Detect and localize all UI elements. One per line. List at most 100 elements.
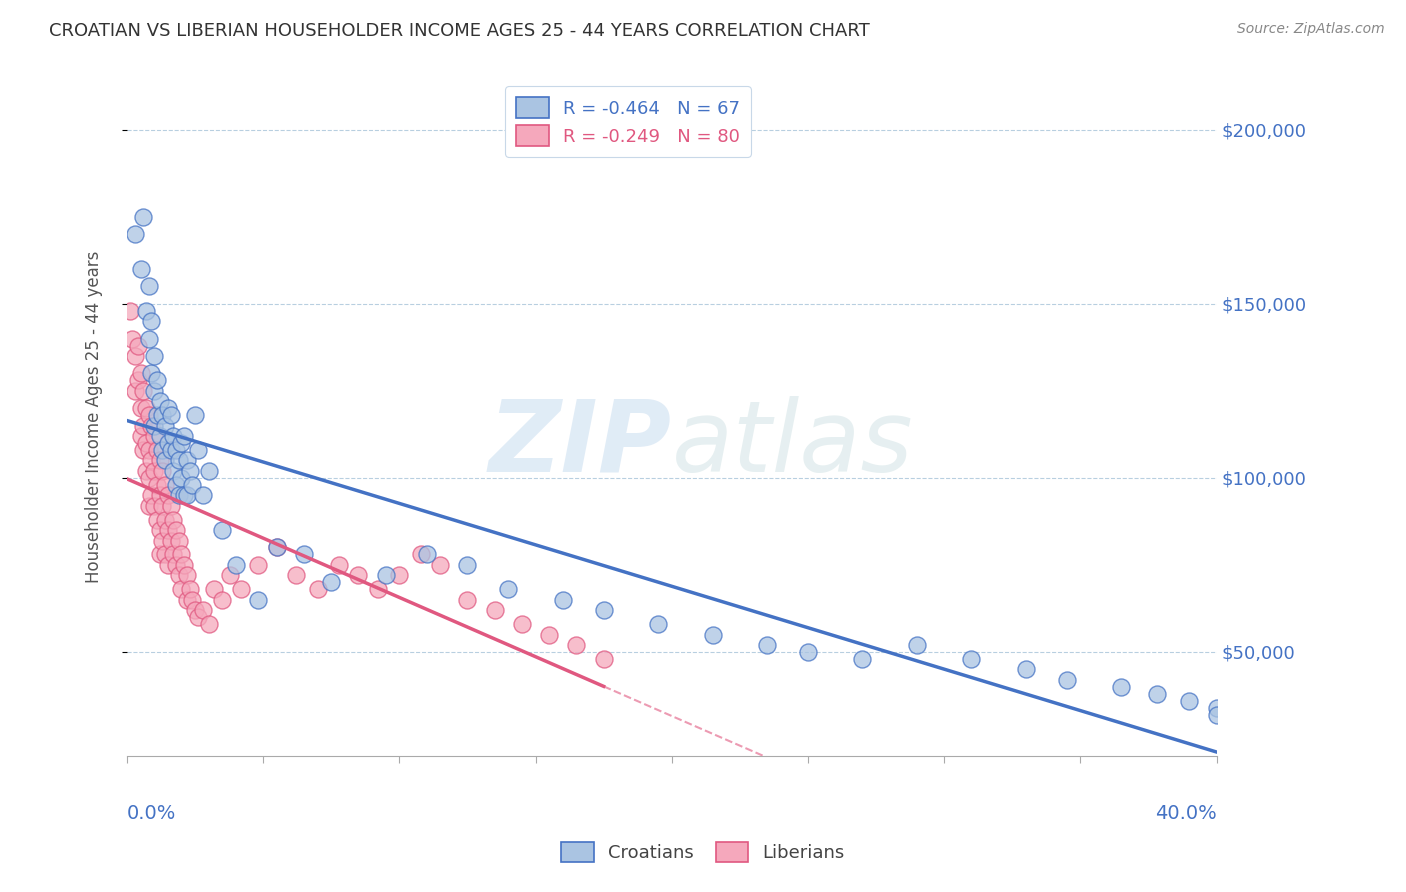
Text: 40.0%: 40.0% <box>1154 804 1216 823</box>
Point <box>219 568 242 582</box>
Point <box>135 436 157 450</box>
Point <box>1178 694 1201 708</box>
Point <box>165 558 187 572</box>
Point <box>159 533 181 548</box>
Point <box>176 592 198 607</box>
Point <box>225 558 247 572</box>
Point <box>138 332 160 346</box>
Point <box>150 442 173 457</box>
Point <box>156 401 179 416</box>
Point <box>193 488 215 502</box>
Point <box>1056 673 1078 687</box>
Point <box>181 478 204 492</box>
Point <box>159 442 181 457</box>
Point <box>173 488 195 502</box>
Point <box>159 499 181 513</box>
Point <box>149 548 172 562</box>
Point <box>551 592 574 607</box>
Text: atlas: atlas <box>672 395 914 492</box>
Point <box>132 442 155 457</box>
Point <box>1146 687 1168 701</box>
Point <box>292 548 315 562</box>
Point <box>411 548 433 562</box>
Point <box>179 582 201 597</box>
Point <box>510 617 533 632</box>
Point <box>176 453 198 467</box>
Point <box>132 384 155 398</box>
Point <box>141 418 163 433</box>
Legend: Croatians, Liberians: Croatians, Liberians <box>554 834 852 870</box>
Point <box>143 418 166 433</box>
Point <box>266 541 288 555</box>
Text: 0.0%: 0.0% <box>127 804 176 823</box>
Point <box>647 617 669 632</box>
Point <box>156 523 179 537</box>
Point <box>162 464 184 478</box>
Point <box>307 582 329 597</box>
Point <box>135 401 157 416</box>
Point <box>187 442 209 457</box>
Point <box>127 373 149 387</box>
Point <box>181 592 204 607</box>
Point <box>129 429 152 443</box>
Point <box>129 367 152 381</box>
Point <box>149 394 172 409</box>
Point <box>150 408 173 422</box>
Point <box>135 464 157 478</box>
Point <box>153 513 176 527</box>
Point <box>129 262 152 277</box>
Point <box>456 558 478 572</box>
Point <box>138 499 160 513</box>
Point <box>170 436 193 450</box>
Point <box>143 384 166 398</box>
Point <box>173 558 195 572</box>
Point <box>138 471 160 485</box>
Point <box>176 568 198 582</box>
Point <box>146 513 169 527</box>
Point <box>266 541 288 555</box>
Point <box>165 523 187 537</box>
Point <box>143 349 166 363</box>
Point <box>143 464 166 478</box>
Point <box>156 488 179 502</box>
Point <box>124 227 146 241</box>
Point <box>170 471 193 485</box>
Point <box>960 652 983 666</box>
Point <box>1015 662 1038 676</box>
Point <box>149 429 172 443</box>
Point <box>149 488 172 502</box>
Legend: R = -0.464   N = 67, R = -0.249   N = 80: R = -0.464 N = 67, R = -0.249 N = 80 <box>505 87 751 157</box>
Point <box>121 332 143 346</box>
Point <box>143 429 166 443</box>
Point <box>118 303 141 318</box>
Text: ZIP: ZIP <box>489 395 672 492</box>
Point <box>159 408 181 422</box>
Point <box>153 548 176 562</box>
Point <box>153 418 176 433</box>
Point <box>184 603 207 617</box>
Point <box>246 558 269 572</box>
Point <box>851 652 873 666</box>
Text: CROATIAN VS LIBERIAN HOUSEHOLDER INCOME AGES 25 - 44 YEARS CORRELATION CHART: CROATIAN VS LIBERIAN HOUSEHOLDER INCOME … <box>49 22 870 40</box>
Point <box>162 429 184 443</box>
Point <box>484 603 506 617</box>
Point <box>184 408 207 422</box>
Point <box>127 338 149 352</box>
Point <box>150 464 173 478</box>
Y-axis label: Householder Income Ages 25 - 44 years: Householder Income Ages 25 - 44 years <box>86 251 103 583</box>
Point <box>141 488 163 502</box>
Point <box>179 464 201 478</box>
Point <box>124 384 146 398</box>
Point <box>141 367 163 381</box>
Point <box>202 582 225 597</box>
Point <box>756 638 779 652</box>
Point <box>167 488 190 502</box>
Point <box>193 603 215 617</box>
Point <box>143 499 166 513</box>
Point <box>197 617 219 632</box>
Point <box>415 548 437 562</box>
Point <box>374 568 396 582</box>
Point <box>211 523 233 537</box>
Point <box>132 210 155 224</box>
Point <box>162 548 184 562</box>
